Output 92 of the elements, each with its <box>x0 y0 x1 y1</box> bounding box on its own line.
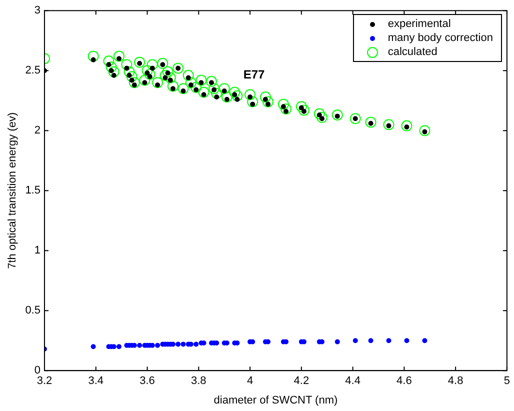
point <box>206 76 217 87</box>
point <box>162 66 174 78</box>
point <box>352 338 358 344</box>
y-tick-label: 2.5 <box>25 64 40 77</box>
point <box>332 110 343 120</box>
point <box>316 112 328 123</box>
x-tick-label: 3.4 <box>88 375 104 388</box>
point <box>386 338 392 344</box>
point <box>422 338 428 344</box>
x-tick-label: 4.6 <box>396 375 412 388</box>
point <box>262 96 274 108</box>
point <box>160 70 171 81</box>
legend-label: experimental <box>388 17 451 31</box>
point <box>383 119 394 130</box>
point <box>90 57 96 62</box>
point <box>90 344 96 350</box>
point <box>182 70 194 81</box>
point <box>146 59 158 70</box>
point <box>190 82 202 93</box>
x-tick-label: 5 <box>504 375 510 388</box>
point <box>114 50 124 62</box>
point <box>128 77 140 88</box>
point <box>208 83 220 94</box>
point <box>121 59 132 70</box>
point <box>365 116 376 128</box>
x-tick-label: 4 <box>246 375 254 388</box>
point <box>368 338 374 344</box>
point <box>401 120 412 132</box>
point <box>144 68 156 80</box>
x-tick-label: 3.6 <box>140 375 155 388</box>
point <box>106 62 117 72</box>
x-tick-label: 3.8 <box>190 375 206 388</box>
point <box>214 94 220 100</box>
y-tick-label: 1.5 <box>25 184 40 197</box>
point <box>180 342 186 347</box>
point <box>298 104 310 116</box>
y-axis-title: 7th optical transition energy (ev) <box>6 112 19 269</box>
y-tick-label: 0.5 <box>25 304 40 317</box>
point <box>350 113 361 124</box>
point <box>278 98 289 110</box>
point <box>88 50 99 62</box>
point <box>108 66 120 78</box>
point <box>404 338 410 344</box>
point <box>103 56 114 66</box>
point <box>152 77 164 88</box>
x-tick-label: 4.4 <box>345 375 360 388</box>
point <box>172 62 184 74</box>
point <box>150 66 155 71</box>
point <box>260 92 271 102</box>
annotation: E77 <box>243 68 266 82</box>
point <box>196 74 207 86</box>
point <box>134 56 146 68</box>
legend-label: many body correction <box>388 31 493 45</box>
point <box>232 90 243 102</box>
point <box>137 342 142 348</box>
y-tick-label: 3 <box>34 4 40 17</box>
point <box>234 96 240 102</box>
point <box>124 66 135 78</box>
y-tick-label: 1 <box>34 244 40 257</box>
y-tick-label: 2 <box>34 124 40 137</box>
point <box>218 83 230 94</box>
point <box>211 88 222 99</box>
point <box>111 72 116 78</box>
y-tick-label: 0 <box>34 364 40 377</box>
point <box>334 339 340 344</box>
point <box>185 77 196 88</box>
point <box>229 86 240 98</box>
point <box>157 58 168 69</box>
point <box>419 125 430 136</box>
point <box>155 342 160 348</box>
point <box>139 74 150 86</box>
x-axis-title: diameter of SWCNT (nm) <box>214 394 338 406</box>
point <box>244 89 256 100</box>
x-tick-label: 4.2 <box>294 375 310 388</box>
point <box>221 92 232 102</box>
point <box>167 80 178 92</box>
x-tick-label: 4.8 <box>448 375 464 388</box>
x-tick-label: 3.2 <box>36 375 52 388</box>
point <box>247 96 258 108</box>
point <box>194 342 199 347</box>
point <box>198 86 210 98</box>
point <box>280 104 292 114</box>
point <box>142 65 153 76</box>
point <box>126 71 138 82</box>
point <box>124 66 130 71</box>
point <box>296 101 307 112</box>
legend-label: calculated <box>388 45 438 59</box>
point <box>176 342 181 347</box>
point <box>314 108 325 120</box>
point <box>116 344 122 350</box>
point <box>164 72 176 84</box>
point <box>178 83 189 94</box>
